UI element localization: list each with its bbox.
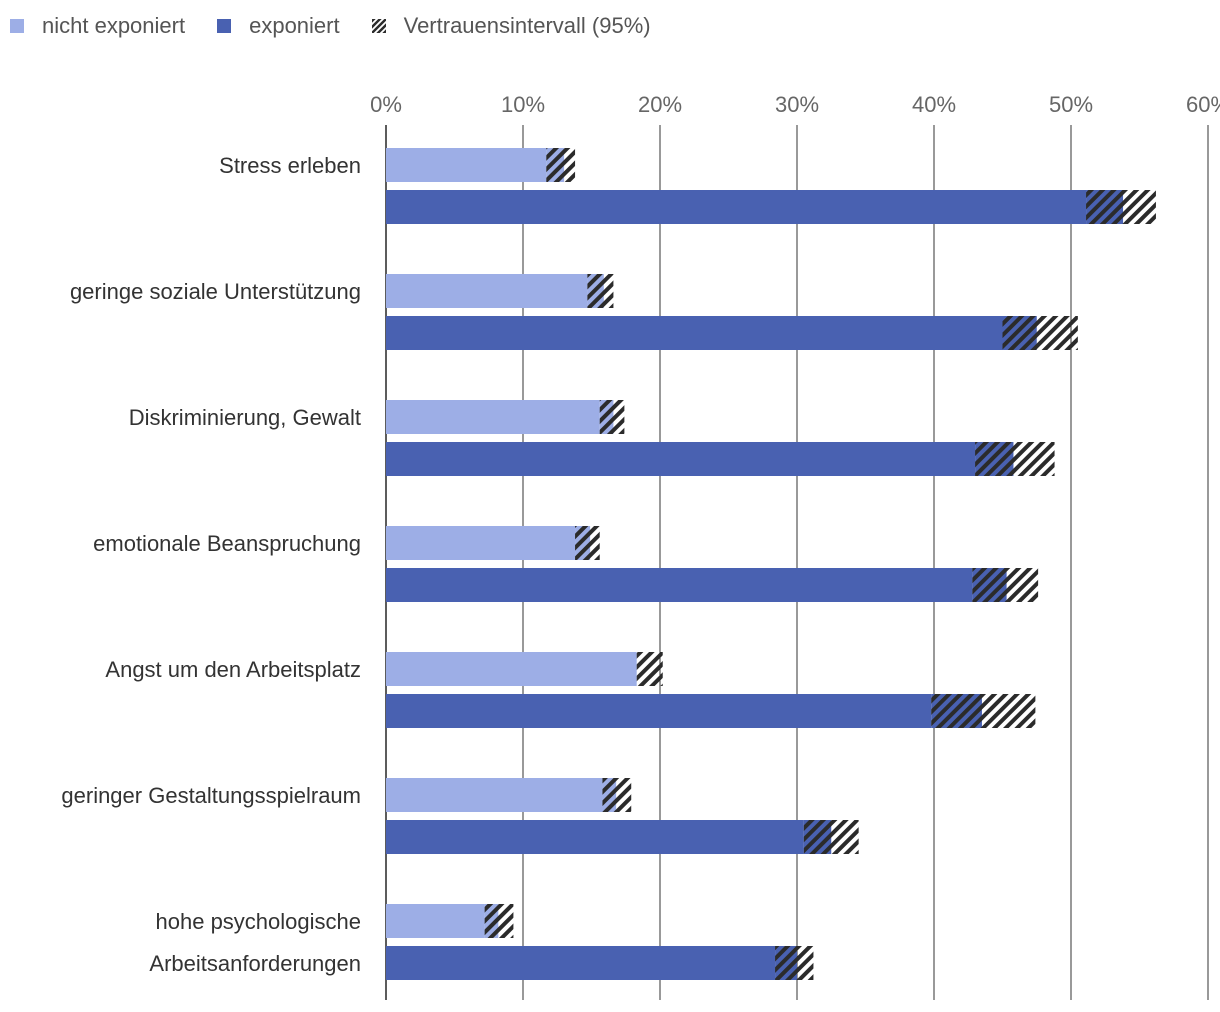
legend-swatch-not-exposed bbox=[10, 19, 24, 33]
legend-item-exposed[interactable]: exponiert bbox=[217, 13, 340, 39]
category-label: Diskriminierung, Gewalt bbox=[129, 405, 361, 430]
ci-hatch-exposed bbox=[975, 442, 1055, 476]
x-tick-label: 50% bbox=[1049, 92, 1093, 117]
legend-label-confidence-interval: Vertrauensintervall (95%) bbox=[403, 13, 651, 38]
bar-exposed bbox=[386, 316, 1003, 350]
bars bbox=[386, 148, 1156, 980]
bar-exposed bbox=[386, 568, 973, 602]
x-tick-label: 20% bbox=[638, 92, 682, 117]
category-label: geringer Gestaltungsspielraum bbox=[61, 783, 361, 808]
legend-swatch-hatch bbox=[371, 19, 386, 33]
category-label: Arbeitsanforderungen bbox=[149, 951, 361, 976]
legend-swatch-exposed bbox=[217, 19, 232, 33]
legend-label-not-exposed: nicht exponiert bbox=[42, 13, 186, 38]
x-tick-label: 30% bbox=[775, 92, 819, 117]
bar-exposed bbox=[386, 694, 932, 728]
ci-hatch-exposed bbox=[775, 946, 814, 980]
x-axis-ticks: 0% 10% 20% 30% 40% 50% 60% bbox=[370, 92, 1220, 117]
legend-item-confidence-interval[interactable]: Vertrauensintervall (95%) bbox=[371, 13, 651, 39]
category-label: geringe soziale Unterstützung bbox=[70, 279, 361, 304]
x-tick-label: 10% bbox=[501, 92, 545, 117]
ci-hatch-not-exposed bbox=[599, 400, 625, 434]
ci-hatch-not-exposed bbox=[587, 274, 614, 308]
ci-hatch-not-exposed bbox=[484, 904, 514, 938]
gridlines bbox=[385, 125, 1209, 1000]
x-tick-label: 0% bbox=[370, 92, 402, 117]
category-label: hohe psychologische bbox=[156, 909, 361, 934]
bar-not-exposed bbox=[386, 274, 588, 308]
x-tick-label: 40% bbox=[912, 92, 956, 117]
bar-not-exposed bbox=[386, 526, 576, 560]
category-label: emotionale Beanspruchung bbox=[93, 531, 361, 556]
bar-exposed bbox=[386, 946, 776, 980]
ci-hatch-exposed bbox=[803, 820, 859, 854]
ci-hatch-not-exposed bbox=[636, 652, 663, 686]
bar-not-exposed bbox=[386, 148, 547, 182]
ci-hatch-exposed bbox=[1002, 316, 1078, 350]
bar-not-exposed bbox=[386, 652, 637, 686]
bar-exposed bbox=[386, 442, 976, 476]
bar-not-exposed bbox=[386, 904, 485, 938]
category-label: Stress erleben bbox=[219, 153, 361, 178]
legend-label-exposed: exponiert bbox=[249, 13, 340, 38]
legend: nicht exponiert exponiert Vertrauensinte… bbox=[10, 10, 683, 42]
x-tick-label: 60% bbox=[1186, 92, 1220, 117]
ci-hatch-not-exposed bbox=[546, 148, 576, 182]
category-label: Angst um den Arbeitsplatz bbox=[105, 657, 361, 682]
ci-hatch-exposed bbox=[931, 694, 1036, 728]
ci-hatch-not-exposed bbox=[575, 526, 600, 560]
ci-hatch-exposed bbox=[972, 568, 1039, 602]
legend-item-not-exposed[interactable]: nicht exponiert bbox=[10, 13, 185, 39]
ci-hatch-not-exposed bbox=[602, 778, 632, 812]
bar-not-exposed bbox=[386, 400, 600, 434]
bar-exposed bbox=[386, 820, 804, 854]
category-labels: Stress erleben geringe soziale Unterstütz… bbox=[61, 153, 361, 976]
bar-exposed bbox=[386, 190, 1087, 224]
bar-not-exposed bbox=[386, 778, 603, 812]
ci-hatch-exposed bbox=[1086, 190, 1156, 224]
